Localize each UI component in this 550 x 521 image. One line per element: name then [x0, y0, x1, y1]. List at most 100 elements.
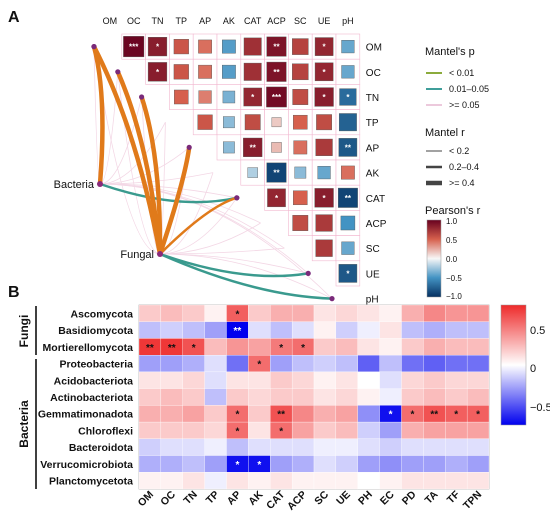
colorbar-a-tick-4: −0.5 [446, 274, 462, 283]
matrix-cell-square [338, 113, 357, 132]
mantel-link-faint [99, 183, 333, 299]
heatmap-cell-sig: ** [146, 343, 154, 354]
heatmap-cell [445, 455, 468, 473]
heatmap-cell [357, 388, 380, 406]
heatmap-cell [423, 321, 446, 339]
legend-p-label-2: 0.01–0.05 [449, 84, 489, 94]
matrix-cell-sig: ** [273, 169, 280, 178]
heatmap-cell-sig: ** [430, 410, 438, 421]
heatmap-row-label-actinobacteriota: Actinobacteriota [50, 392, 133, 404]
heatmap-cell [423, 472, 446, 490]
heatmap-cell [379, 455, 402, 473]
matrix-cell-square [222, 64, 236, 79]
heatmap-cell [423, 455, 446, 473]
heatmap-cell [357, 421, 380, 439]
heatmap-cell [423, 438, 446, 456]
heatmap-cell [335, 304, 358, 322]
heatmap-row-label-basidiomycota: Basidiomycota [58, 325, 133, 337]
heatmap-cell-sig: * [257, 460, 261, 471]
heatmap-cell [270, 438, 293, 456]
mantel-link-end-oc [115, 69, 121, 75]
colorbar-a-tick-5: −1.0 [446, 292, 462, 301]
heatmap-cell [160, 421, 183, 439]
mantel-link-fungal-ue [158, 252, 310, 278]
matrix-cell-sig: * [275, 194, 279, 203]
mantel-link-faint [99, 122, 166, 185]
heatmap-col-label-oc: OC [158, 488, 178, 508]
matrix-cell-square [243, 62, 262, 81]
heatmap-col-label-pd: PD [400, 488, 419, 507]
heatmap-row-label-proteobacteria: Proteobacteria [59, 359, 133, 371]
heatmap-cell [160, 472, 183, 490]
heatmap-cell-sig: ** [277, 410, 285, 421]
heatmap-cell [379, 472, 402, 490]
heatmap-cell [248, 338, 271, 356]
heatmap-cell [357, 455, 380, 473]
heatmap-cell [466, 371, 490, 389]
heatmap-cell [182, 371, 205, 389]
matrix-row-label-tn: TN [366, 93, 379, 104]
heatmap-cell [423, 338, 446, 356]
heatmap-cell [138, 405, 162, 423]
matrix-row-label-ue: UE [366, 269, 380, 280]
heatmap-cell [160, 438, 183, 456]
heatmap-cell [335, 472, 358, 490]
heatmap-cell [138, 438, 162, 456]
matrix-cell-square [337, 187, 358, 208]
heatmap-cell [466, 338, 490, 356]
heatmap-cell [138, 371, 162, 389]
matrix-cell-square [292, 89, 309, 105]
heatmap-cell [313, 338, 337, 356]
matrix-row-label-cat: CAT [366, 194, 385, 205]
panel-b-label: B [8, 284, 20, 301]
matrix-cell-square [339, 88, 357, 106]
heatmap-col-label-tn: TN [181, 489, 199, 507]
heatmap-cell [466, 438, 490, 456]
matrix-cell-square [244, 114, 261, 131]
heatmap-cell [182, 421, 205, 439]
matrix-cell-square [317, 166, 331, 180]
heatmap-cell [335, 371, 358, 389]
heatmap-cell-sig: * [279, 343, 283, 354]
matrix-cell-square [315, 239, 333, 257]
mantel-link-end-ap [186, 144, 192, 150]
matrix-cell-sig: * [346, 93, 350, 102]
heatmap-cell [248, 321, 271, 339]
heatmap-cell [138, 355, 162, 373]
matrix-cell-square [271, 142, 282, 153]
legend-mantel-r: Mantel r < 0.2 0.2–0.4 >= 0.4 [425, 127, 479, 188]
mantel-link-end-ph [329, 296, 335, 302]
matrix-col-label-oc: OC [127, 16, 141, 26]
heatmap-cell [291, 472, 315, 490]
matrix-cell-sig: * [156, 43, 160, 52]
matrix-cell-sig: ** [273, 43, 280, 52]
matrix-cell-sig: * [251, 93, 255, 102]
heatmap-cell [160, 304, 183, 322]
heatmap-cell [357, 371, 380, 389]
heatmap-cell [379, 338, 402, 356]
heatmap-cell [445, 388, 468, 406]
heatmap-cell [313, 355, 337, 373]
heatmap-cell [270, 304, 293, 322]
matrix-row-label-tp: TP [366, 118, 379, 129]
heatmap-cell [379, 438, 402, 456]
heatmap-cell [357, 355, 380, 373]
heatmap-cell [335, 438, 358, 456]
heatmap-cell [204, 371, 227, 389]
heatmap-cell [291, 371, 315, 389]
heatmap-cell [270, 455, 293, 473]
heatmap-cell [160, 388, 183, 406]
heatmap-cell [313, 438, 337, 456]
heatmap-col-label-om: OM [136, 488, 157, 509]
legend-mantel-r-title: Mantel r [425, 127, 465, 139]
heatmap-cell [379, 388, 402, 406]
heatmap-row-label-ascomycota: Ascomycota [71, 308, 134, 320]
heatmap-cell [313, 321, 337, 339]
heatmap-cell [335, 421, 358, 439]
mantel-link-end-ue [305, 270, 311, 276]
heatmap-cell [423, 355, 446, 373]
heatmap-cell [248, 388, 271, 406]
heatmap-cell [313, 304, 337, 322]
heatmap-cell [226, 472, 249, 490]
mantel-link-faint [159, 172, 214, 255]
